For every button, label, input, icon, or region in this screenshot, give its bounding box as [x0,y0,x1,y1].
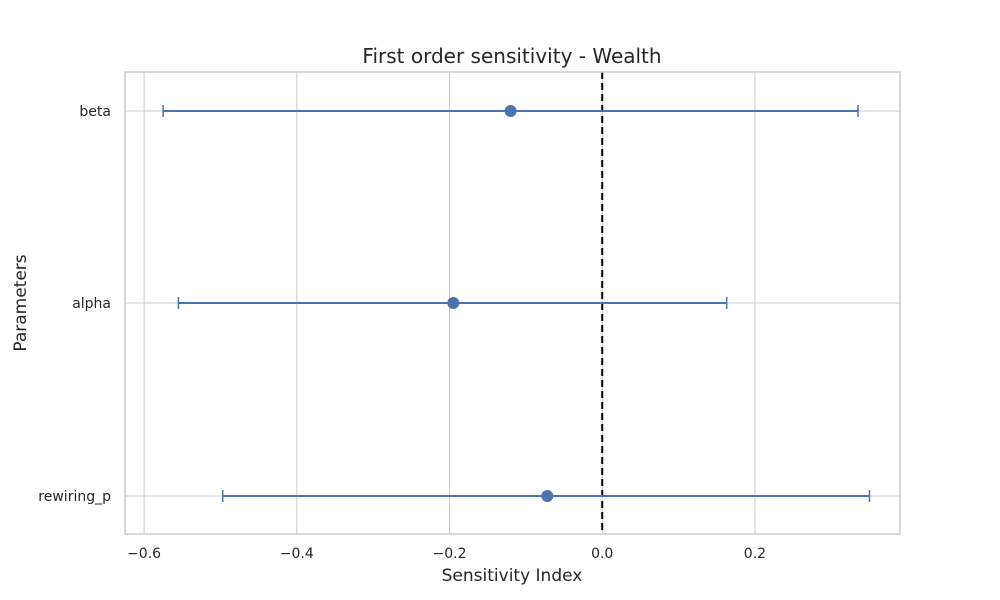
y-tick-label: beta [79,104,111,120]
x-tick-label: 0.2 [744,546,766,562]
data-point [541,490,554,502]
x-axis-label: Sensitivity Index [442,566,583,586]
x-tick-label: −0.2 [433,546,467,562]
chart-title: First order sensitivity - Wealth [362,44,661,68]
plot-frame [124,71,901,535]
x-tick-label: −0.4 [280,546,314,562]
y-axis-label: Parameters [11,254,31,351]
y-tick-label: rewiring_p [38,489,111,505]
x-tick-label: 0.0 [591,546,613,562]
data-layer [162,105,871,502]
data-point [447,297,460,309]
y-tick-label: alpha [72,296,111,312]
tick-label-layer: −0.6 −0.4 −0.2 0.0 0.2 beta alpha rewiring_p [38,104,766,562]
x-tick-label: −0.6 [127,546,161,562]
data-point [504,105,517,117]
